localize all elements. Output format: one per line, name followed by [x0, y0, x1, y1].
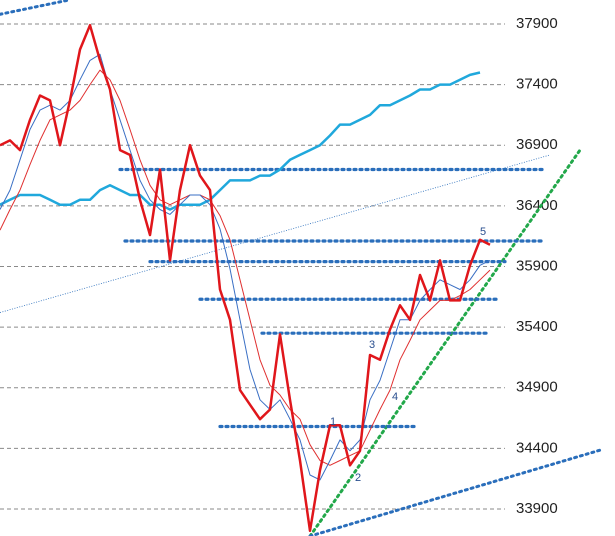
- y-tick-label: 36900: [516, 136, 558, 153]
- trend-line: [0, 0, 72, 16]
- y-tick-label: 37400: [516, 76, 558, 93]
- y-tick-label: 35400: [516, 318, 558, 335]
- trend-line: [308, 448, 602, 536]
- series-line: [0, 71, 481, 211]
- wave-label: 3: [369, 339, 375, 351]
- series-line: [0, 69, 491, 466]
- wave-label: 4: [392, 391, 398, 403]
- y-tick-label: 34400: [516, 439, 558, 456]
- wave-label: 2: [355, 472, 361, 484]
- y-tick-label: 36400: [516, 197, 558, 214]
- y-tick-label: 33900: [516, 500, 558, 517]
- trend-line: [0, 154, 551, 313]
- y-tick-label: 35900: [516, 257, 558, 274]
- trend-line: [308, 148, 582, 536]
- y-tick-label: 34900: [516, 379, 558, 396]
- y-tick-label: 37900: [516, 15, 558, 32]
- wave-label: 5: [480, 226, 486, 238]
- wave-label: 1: [330, 416, 336, 428]
- series-line: [0, 53, 491, 481]
- series-line: [0, 23, 491, 533]
